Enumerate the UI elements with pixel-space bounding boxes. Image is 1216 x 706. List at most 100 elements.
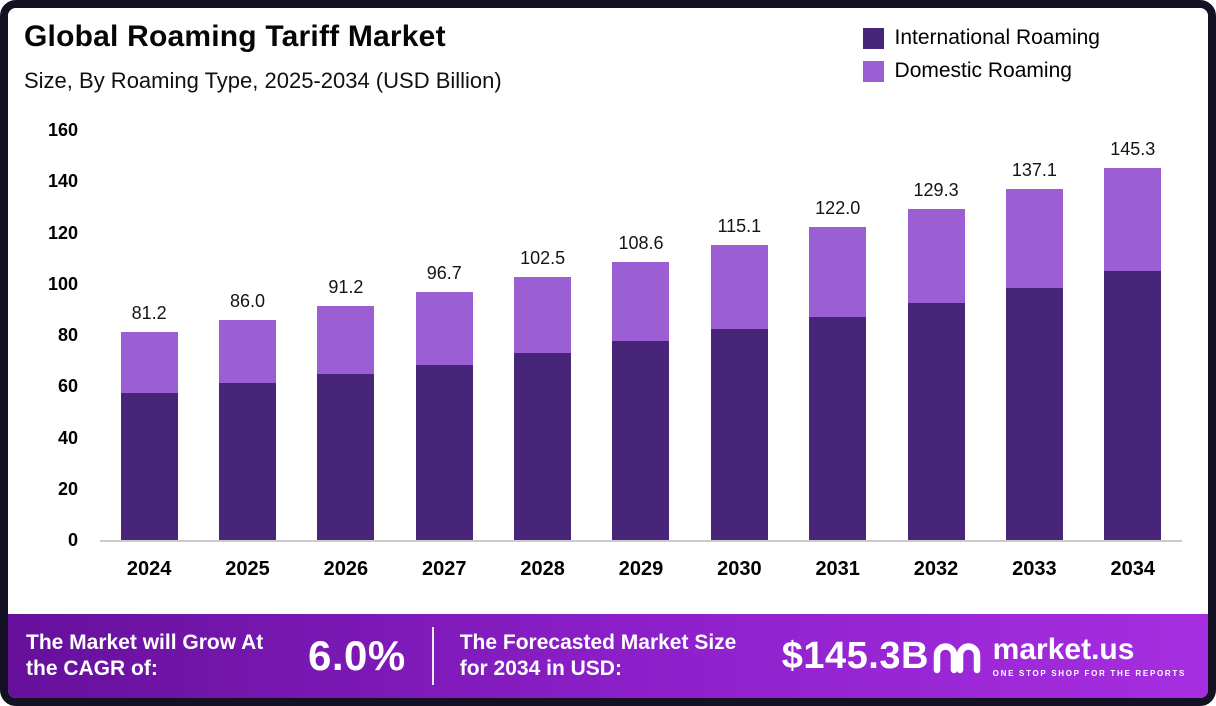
stacked-bar bbox=[1005, 188, 1063, 540]
stacked-bar bbox=[612, 261, 670, 540]
x-axis-label: 2026 bbox=[323, 558, 369, 580]
legend-swatch bbox=[862, 27, 884, 49]
x-axis-label: 2025 bbox=[225, 558, 270, 580]
legend-label: International Roaming bbox=[894, 26, 1100, 49]
stacked-bar bbox=[710, 245, 768, 540]
bar-column: 102.5 bbox=[493, 130, 591, 540]
bottom-banner: The Market will Grow At the CAGR of: 6.0… bbox=[8, 614, 1208, 698]
plot-area: 81.2 86.0 91.2 96.7 102.5 108.6 115.1 122.0 129.… bbox=[100, 130, 1182, 542]
segment-domestic-roaming bbox=[1005, 188, 1063, 289]
brand-name: market.us bbox=[992, 632, 1135, 666]
x-axis: 2024 2025 2026 2027 2028 2029 2030 2031 2032 2033… bbox=[100, 558, 1182, 581]
segment-international-roaming bbox=[317, 373, 375, 540]
brand-text: market.us ONE STOP SHOP FOR THE REPORTS bbox=[992, 632, 1186, 678]
x-axis-label: 2024 bbox=[126, 558, 172, 580]
segment-international-roaming bbox=[612, 340, 670, 540]
stacked-bar bbox=[219, 319, 277, 540]
stacked-bar bbox=[317, 306, 375, 540]
x-axis-label: 2034 bbox=[1110, 558, 1156, 580]
segment-domestic-roaming bbox=[415, 292, 473, 365]
segment-international-roaming bbox=[415, 364, 473, 540]
y-tick-label: 120 bbox=[47, 222, 78, 243]
y-tick-label: 60 bbox=[57, 376, 78, 397]
page-title: Global Roaming Tariff Market bbox=[24, 20, 446, 53]
y-tick-label: 40 bbox=[57, 427, 78, 448]
y-tick-label: 80 bbox=[57, 325, 78, 345]
banner-divider bbox=[431, 627, 434, 685]
segment-international-roaming bbox=[809, 317, 867, 540]
segment-international-roaming bbox=[1104, 270, 1162, 540]
cagr-value: 6.0% bbox=[308, 632, 406, 679]
bar-value-label: 137.1 bbox=[1011, 159, 1057, 180]
x-axis-label: 2032 bbox=[913, 558, 959, 580]
bar-column: 122.0 bbox=[789, 130, 887, 540]
segment-domestic-roaming bbox=[710, 245, 768, 330]
bar-column: 96.7 bbox=[395, 130, 493, 540]
bar-column: 86.0 bbox=[198, 130, 296, 540]
segment-international-roaming bbox=[514, 352, 572, 540]
segment-international-roaming bbox=[120, 392, 178, 540]
y-tick-label: 20 bbox=[57, 478, 78, 499]
segment-domestic-roaming bbox=[612, 261, 670, 341]
bar-value-label: 129.3 bbox=[913, 179, 959, 200]
segment-domestic-roaming bbox=[120, 331, 178, 393]
legend-swatch bbox=[862, 60, 884, 82]
stacked-bar bbox=[415, 292, 473, 540]
page-subtitle: Size, By Roaming Type, 2025-2034 (USD Bi… bbox=[24, 68, 502, 93]
bar-column: 129.3 bbox=[887, 130, 985, 540]
y-tick-label: 160 bbox=[47, 120, 78, 140]
bar-column: 137.1 bbox=[985, 130, 1083, 540]
bar-value-label: 96.7 bbox=[426, 263, 462, 284]
bar-value-label: 86.0 bbox=[230, 290, 266, 311]
bar-column: 108.6 bbox=[592, 130, 690, 540]
segment-domestic-roaming bbox=[1104, 167, 1162, 271]
bar-column: 115.1 bbox=[690, 130, 788, 540]
cagr-label: The Market will Grow At the CAGR of: bbox=[26, 631, 264, 680]
x-axis-label: 2031 bbox=[815, 558, 860, 580]
segment-domestic-roaming bbox=[317, 306, 375, 374]
x-axis-label: 2027 bbox=[422, 558, 467, 580]
y-tick-label: 140 bbox=[47, 171, 78, 192]
segment-international-roaming bbox=[710, 329, 768, 540]
chart-section: Global Roaming Tariff Market Size, By Ro… bbox=[8, 8, 1208, 614]
y-axis: 160 140 120 100 80 60 40 20 0 bbox=[8, 118, 78, 552]
stacked-bar bbox=[120, 331, 178, 540]
bar-value-label: 102.5 bbox=[520, 248, 566, 269]
bar-value-label: 145.3 bbox=[1110, 138, 1156, 159]
segment-domestic-roaming bbox=[514, 277, 572, 353]
legend: International Roaming Domestic Roaming bbox=[862, 26, 1100, 83]
bar-value-label: 91.2 bbox=[328, 277, 364, 298]
stacked-bar bbox=[514, 277, 572, 540]
stacked-bar bbox=[809, 227, 867, 540]
bar-value-label: 81.2 bbox=[131, 302, 167, 323]
x-axis-label: 2030 bbox=[717, 558, 762, 580]
bar-column: 91.2 bbox=[297, 130, 395, 540]
legend-item-international-roaming: International Roaming bbox=[862, 26, 1100, 50]
forecast-label: The Forecasted Market Size for 2034 in U… bbox=[459, 631, 737, 680]
bar-column: 81.2 bbox=[100, 130, 198, 540]
brand-tagline: ONE STOP SHOP FOR THE REPORTS bbox=[992, 668, 1186, 678]
segment-international-roaming bbox=[219, 382, 277, 540]
segment-domestic-roaming bbox=[219, 319, 277, 383]
forecast-value: $145.3B bbox=[781, 634, 929, 677]
x-axis-label: 2033 bbox=[1012, 558, 1057, 580]
x-axis-label: 2028 bbox=[520, 558, 565, 580]
segment-domestic-roaming bbox=[907, 208, 965, 303]
legend-item-domestic-roaming: Domestic Roaming bbox=[862, 59, 1100, 83]
y-tick-label: 100 bbox=[47, 273, 78, 294]
x-axis-label: 2029 bbox=[618, 558, 664, 580]
segment-international-roaming bbox=[907, 302, 965, 540]
bar-value-label: 122.0 bbox=[815, 198, 861, 219]
y-tick-label: 0 bbox=[67, 530, 78, 550]
bar-value-label: 115.1 bbox=[717, 216, 762, 237]
segment-international-roaming bbox=[1005, 288, 1063, 540]
brand-block: market.us ONE STOP SHOP FOR THE REPORTS bbox=[931, 632, 1190, 678]
stacked-bar bbox=[907, 208, 965, 540]
legend-label: Domestic Roaming bbox=[894, 59, 1072, 82]
stacked-bar bbox=[1104, 167, 1162, 540]
market-us-logo-icon bbox=[933, 643, 980, 674]
segment-domestic-roaming bbox=[809, 227, 867, 318]
bar-value-label: 108.6 bbox=[618, 232, 664, 253]
bar-column: 145.3 bbox=[1084, 130, 1182, 540]
